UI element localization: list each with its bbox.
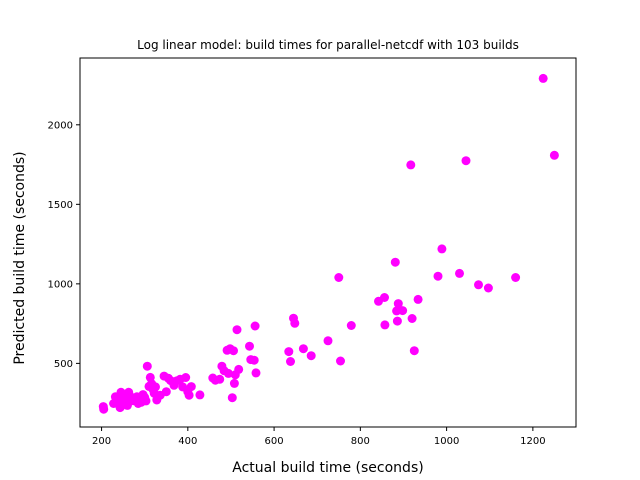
chart-title: Log linear model: build times for parall… xyxy=(137,38,519,52)
x-tick-label: 800 xyxy=(351,436,370,447)
data-point xyxy=(99,404,109,414)
data-point xyxy=(290,318,300,328)
data-point xyxy=(437,244,447,254)
data-point xyxy=(380,320,390,330)
data-point xyxy=(245,341,254,351)
data-point xyxy=(223,368,233,378)
data-point xyxy=(390,257,400,267)
x-tick-label: 600 xyxy=(265,436,284,447)
data-point xyxy=(393,299,403,309)
data-point xyxy=(184,390,194,400)
data-point xyxy=(215,374,225,384)
data-point xyxy=(186,382,196,392)
data-point xyxy=(232,325,242,335)
x-tick-label: 1200 xyxy=(520,436,545,447)
data-point xyxy=(483,283,493,293)
data-point xyxy=(249,355,259,365)
data-point xyxy=(142,361,152,371)
data-point xyxy=(195,390,205,400)
data-points xyxy=(98,73,559,414)
plot-frame xyxy=(79,57,577,428)
y-axis-ticks: 500 1000 1500 2000 xyxy=(48,120,80,370)
y-tick-label: 2000 xyxy=(48,120,73,131)
data-point xyxy=(336,356,345,366)
x-tick-label: 200 xyxy=(92,436,111,447)
data-point xyxy=(151,382,160,392)
y-tick-label: 1500 xyxy=(48,200,73,211)
data-point xyxy=(455,268,464,278)
y-axis-label: Predicted build time (seconds) xyxy=(12,151,28,364)
data-point xyxy=(409,346,419,356)
data-point xyxy=(334,273,344,282)
data-point xyxy=(511,273,521,282)
data-point xyxy=(461,156,471,166)
y-tick-label: 1000 xyxy=(48,279,73,290)
data-point xyxy=(229,346,238,356)
data-point xyxy=(234,364,244,374)
data-point xyxy=(229,378,239,388)
x-axis-label: Actual build time (seconds) xyxy=(232,460,423,476)
data-point xyxy=(227,393,237,403)
data-point xyxy=(406,160,416,170)
data-point xyxy=(346,321,356,330)
data-point xyxy=(433,271,443,281)
x-tick-label: 400 xyxy=(178,436,197,447)
data-point xyxy=(392,316,402,326)
data-point xyxy=(141,396,151,406)
data-point xyxy=(286,357,295,366)
data-point xyxy=(161,387,171,397)
data-point xyxy=(380,293,389,302)
data-point xyxy=(413,294,423,304)
x-axis-ticks: 200 400 600 800 1000 1200 xyxy=(92,427,546,447)
data-point xyxy=(284,347,294,357)
x-tick-label: 1000 xyxy=(434,436,459,447)
data-point xyxy=(250,321,260,331)
data-point xyxy=(251,368,261,378)
data-point xyxy=(538,73,548,83)
data-point xyxy=(181,373,191,382)
data-point xyxy=(298,344,308,354)
data-point xyxy=(398,306,408,316)
y-tick-label: 500 xyxy=(54,359,73,370)
data-point xyxy=(306,351,316,361)
data-point xyxy=(474,280,483,290)
data-point xyxy=(407,314,417,323)
data-point xyxy=(323,336,333,346)
data-point xyxy=(549,150,559,160)
